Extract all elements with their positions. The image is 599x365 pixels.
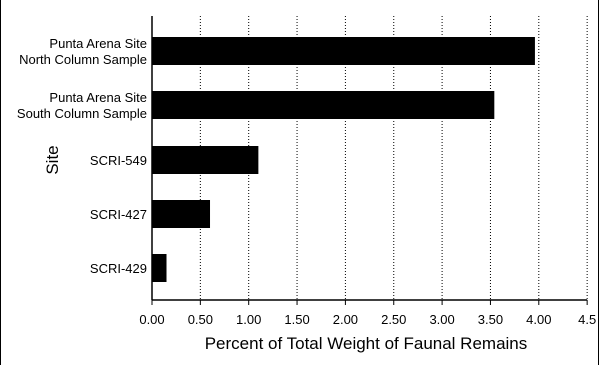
x-tick-label: 2.00 xyxy=(333,312,358,327)
x-tick-labels: 0.00 0.50 1.00 1.50 2.00 2.50 3.00 3.50 4.00 4.5 xyxy=(139,312,596,327)
bar xyxy=(152,254,167,282)
category-label: SCRI-549 xyxy=(90,153,147,168)
x-tick-label: 1.50 xyxy=(284,312,309,327)
x-tick-label: 0.00 xyxy=(139,312,164,327)
bar xyxy=(152,146,259,174)
category-label: SCRI-429 xyxy=(90,261,147,276)
x-axis-title: Percent of Total Weight of Faunal Remain… xyxy=(205,334,528,353)
x-tick-label: 3.50 xyxy=(478,312,503,327)
axes xyxy=(151,16,588,305)
x-tick-label: 4.00 xyxy=(526,312,551,327)
bar xyxy=(152,37,535,65)
x-tick-label: 1.00 xyxy=(236,312,261,327)
x-tick-label: 0.50 xyxy=(188,312,213,327)
category-label: SCRI-427 xyxy=(90,207,147,222)
x-tick-label: 2.50 xyxy=(381,312,406,327)
category-label: Punta Arena Site xyxy=(49,36,147,51)
category-label: Punta Arena Site xyxy=(49,90,147,105)
bar xyxy=(152,200,211,228)
category-label: North Column Sample xyxy=(19,52,147,67)
category-label: South Column Sample xyxy=(17,106,147,121)
y-axis-title: Site xyxy=(43,145,62,174)
x-tick-label: 4.5 xyxy=(578,312,596,327)
x-tick-label: 3.00 xyxy=(429,312,454,327)
bar xyxy=(152,91,495,119)
bars xyxy=(152,37,535,282)
